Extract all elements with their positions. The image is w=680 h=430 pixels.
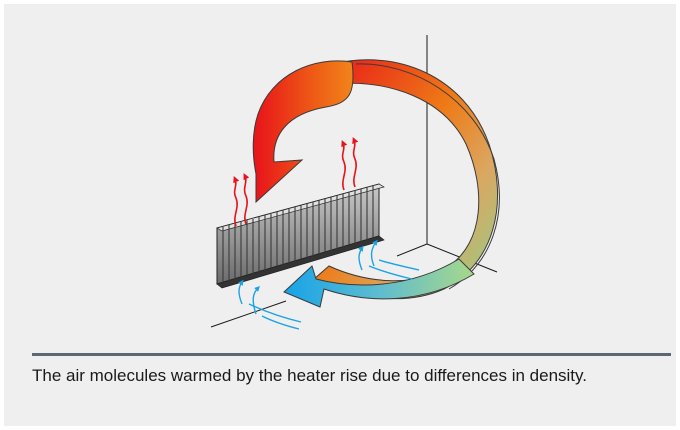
room-corner-lines <box>210 35 498 328</box>
figure-panel: The air molecules warmed by the heater r… <box>4 4 676 426</box>
convection-illustration <box>210 35 500 330</box>
radiator-icon <box>216 183 385 289</box>
warm-rising-air-arrows <box>233 137 359 227</box>
cool-incoming-air-arrows <box>238 239 420 330</box>
cool-air-arrow-icon <box>283 258 475 308</box>
warm-air-arrow-icon <box>252 60 354 204</box>
caption-divider <box>32 353 671 356</box>
figure-caption: The air molecules warmed by the heater r… <box>32 366 587 385</box>
